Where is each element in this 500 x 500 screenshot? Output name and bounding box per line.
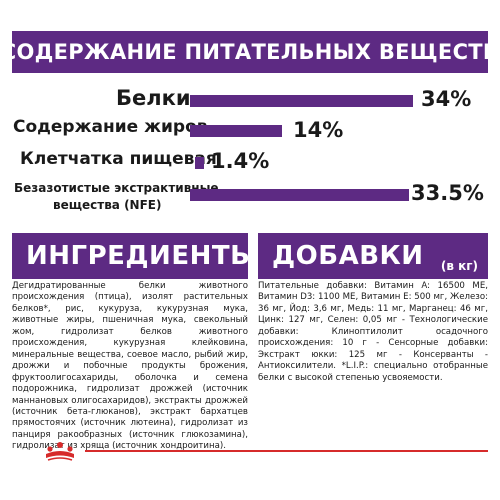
nutrient-bar-nfe: [190, 189, 410, 201]
ingredients-text: Дегидратированные белки животного происх…: [12, 281, 248, 452]
brand-red-line: [85, 450, 488, 452]
additives-text: Питательные добавки: Витамин A: 16500 ME…: [258, 281, 488, 383]
nutrients-header: СОДЕРЖАНИЕ ПИТАТЕЛЬНЫХ ВЕЩЕСТВ: [1, 31, 499, 73]
nutrient-bar-fiber: [195, 157, 205, 169]
ingredients-header: ИНГРЕДИЕНТЫ: [12, 233, 257, 279]
nutrient-bar-protein: [190, 95, 413, 107]
nutrient-value-nfe: 33.5%: [411, 181, 484, 205]
ingredients-title: ИНГРЕДИЕНТЫ: [26, 241, 258, 271]
additives-header: ДОБАВКИ (в кг): [258, 233, 488, 279]
nutrient-value-fat: 14%: [293, 118, 344, 142]
nutrient-bar-fat: [190, 125, 282, 137]
additives-title: ДОБАВКИ: [272, 241, 424, 271]
nutrients-title: СОДЕРЖАНИЕ ПИТАТЕЛЬНЫХ ВЕЩЕСТВ: [0, 40, 500, 64]
nutrient-label-protein: Белки: [116, 86, 191, 110]
nutrient-label-fat: Содержание жиров: [13, 117, 208, 137]
nutrient-value-protein: 34%: [421, 87, 472, 111]
nutrient-label-fiber: Клетчатка пищевая: [20, 149, 217, 169]
nutrient-value-fiber: 1.4%: [211, 149, 270, 173]
nutrient-label-nfe-line1: Безазотистые экстрактивные: [14, 181, 219, 195]
additives-unit: (в кг): [440, 259, 478, 273]
royal-canin-crown-icon: [46, 442, 74, 461]
nutrient-label-nfe-line2: вещества (NFE): [53, 198, 162, 212]
